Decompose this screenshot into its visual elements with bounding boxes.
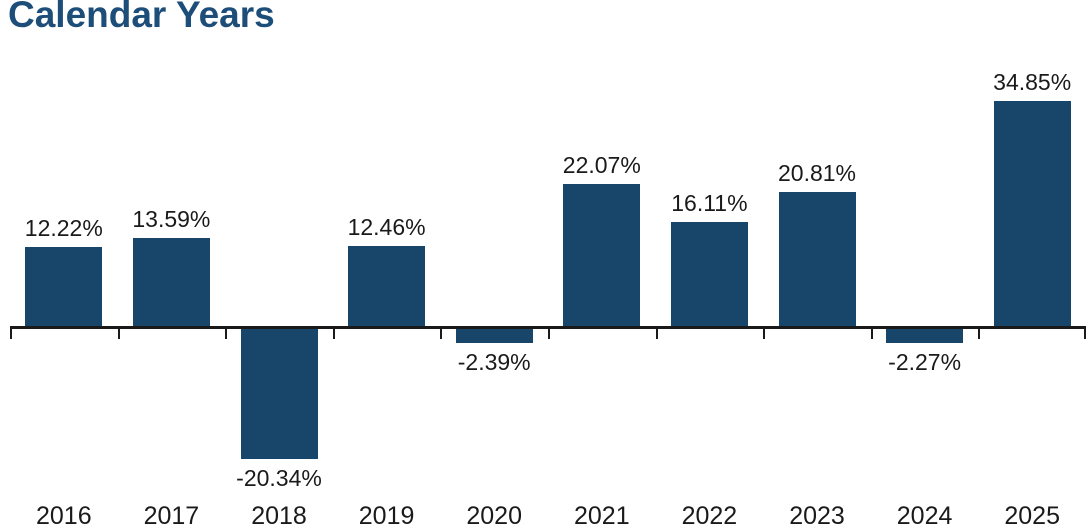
x-axis-tick <box>117 328 120 339</box>
value-label-2019: 12.46% <box>347 213 426 240</box>
x-axis-line <box>10 326 1086 329</box>
value-label-2022: 16.11% <box>671 190 748 217</box>
bar-2024 <box>886 328 964 343</box>
bar-2019 <box>348 245 426 326</box>
value-label-2025: 34.85% <box>993 69 1072 96</box>
year-label-2021: 2021 <box>573 502 630 529</box>
bar-2021 <box>563 183 641 326</box>
year-label-2022: 2022 <box>681 502 738 529</box>
x-axis-tick <box>978 328 981 339</box>
x-axis-tick <box>763 328 766 339</box>
bar-2018 <box>240 328 318 460</box>
bar-2016 <box>25 247 103 326</box>
x-axis-tick <box>655 328 658 339</box>
x-axis-tick <box>440 328 443 339</box>
value-label-2024: -2.27% <box>888 348 962 375</box>
x-axis-tick <box>548 328 550 339</box>
bar-2025 <box>993 101 1071 326</box>
year-label-2023: 2023 <box>789 502 845 529</box>
year-label-2024: 2024 <box>896 502 953 529</box>
value-label-2021: 22.07% <box>562 151 641 178</box>
x-axis-tick <box>870 328 873 339</box>
value-label-2017: 13.59% <box>132 206 211 233</box>
year-label-2020: 2020 <box>466 502 522 529</box>
value-label-2020: -2.39% <box>457 349 531 376</box>
bar-2017 <box>132 238 210 326</box>
x-axis-tick <box>332 328 335 339</box>
year-label-2018: 2018 <box>251 502 307 529</box>
year-label-2025: 2025 <box>1004 502 1060 529</box>
bar-2022 <box>670 222 748 326</box>
year-label-2016: 2016 <box>36 502 92 529</box>
bar-2020 <box>455 328 533 344</box>
x-axis-tick <box>10 328 12 339</box>
value-label-2018: -20.34% <box>236 465 322 492</box>
value-label-2023: 20.81% <box>777 159 856 186</box>
chart-title: Calendar Years <box>8 0 275 35</box>
value-label-2016: 12.22% <box>24 215 103 242</box>
x-axis-tick <box>1084 328 1086 339</box>
bar-2023 <box>778 191 856 326</box>
x-axis-tick <box>225 328 228 339</box>
year-label-2019: 2019 <box>358 502 415 529</box>
year-label-2017: 2017 <box>143 502 200 529</box>
